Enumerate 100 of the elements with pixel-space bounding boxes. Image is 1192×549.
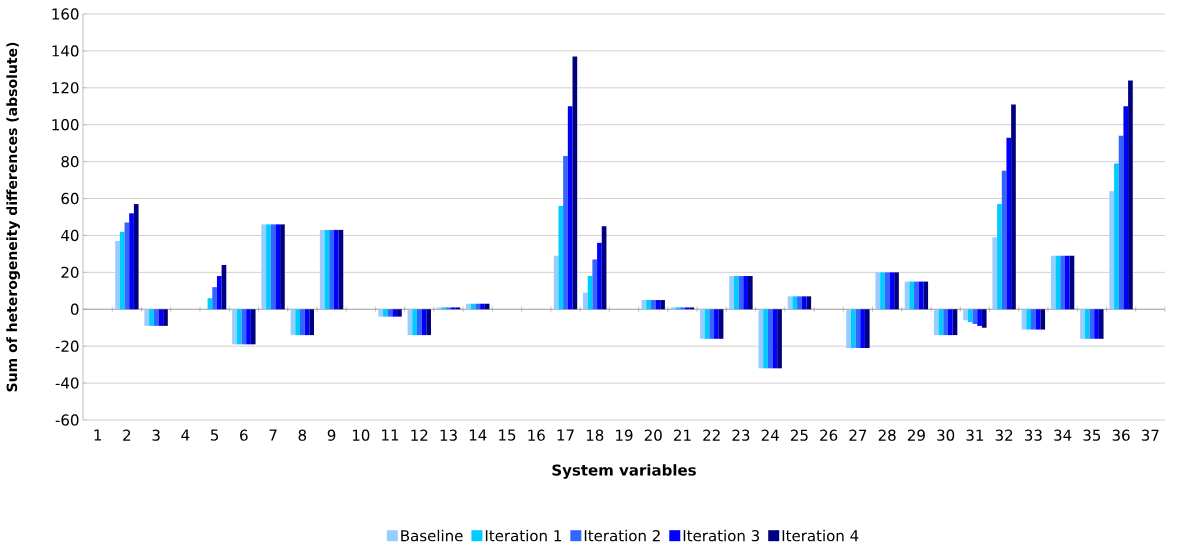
bar xyxy=(947,309,953,336)
x-tick-label: 23 xyxy=(732,429,750,441)
x-tick-label: 17 xyxy=(557,429,574,441)
bar xyxy=(129,213,134,310)
bar xyxy=(567,106,573,310)
bar xyxy=(646,300,651,310)
x-tick-label: 3 xyxy=(152,429,160,441)
legend-label: Iteration 1 xyxy=(485,529,561,542)
bar xyxy=(909,281,915,310)
y-tick-label: -20 xyxy=(55,340,79,352)
x-tick-label: 36 xyxy=(1112,429,1130,441)
x-tick-label: 29 xyxy=(907,429,925,441)
bar xyxy=(997,204,1002,310)
x-tick-label: 18 xyxy=(586,429,604,441)
bar xyxy=(850,309,856,349)
bar xyxy=(266,224,271,310)
y-tick-label: 40 xyxy=(61,229,79,242)
bar xyxy=(216,276,222,310)
bar xyxy=(275,224,281,310)
bar xyxy=(977,309,982,326)
x-tick-label: 37 xyxy=(1141,429,1159,441)
legend-label: Iteration 2 xyxy=(584,529,660,542)
bar xyxy=(1094,309,1099,339)
bar xyxy=(660,300,665,310)
bar xyxy=(119,231,125,310)
bar xyxy=(158,309,164,326)
bar xyxy=(412,309,417,336)
x-tick-label: 28 xyxy=(878,429,896,441)
bar xyxy=(378,309,384,317)
bar xyxy=(923,281,929,310)
bar xyxy=(592,259,598,310)
bar xyxy=(236,309,242,345)
bar xyxy=(709,309,715,339)
bar xyxy=(875,272,881,310)
bar xyxy=(309,309,315,336)
bar xyxy=(700,309,705,339)
x-tick-label: 4 xyxy=(181,429,190,441)
bar xyxy=(392,309,398,317)
y-tick-label: 100 xyxy=(52,119,79,131)
x-tick-label: 16 xyxy=(528,429,545,441)
bar xyxy=(383,309,388,317)
bar xyxy=(747,276,753,310)
bar xyxy=(1080,309,1085,339)
bar xyxy=(149,309,154,326)
bar xyxy=(777,309,782,369)
bar xyxy=(889,272,895,310)
bar xyxy=(963,309,968,321)
bar xyxy=(426,309,431,336)
y-axis-title: Sum of heterogeneity differences (absolute) xyxy=(6,42,20,392)
x-axis-title: System variables xyxy=(552,464,696,479)
bar xyxy=(475,303,481,310)
bar xyxy=(232,309,237,345)
y-tick-label: -40 xyxy=(55,377,79,389)
x-tick-label: 14 xyxy=(469,429,487,441)
bar xyxy=(880,272,885,310)
x-tick-label: 7 xyxy=(269,429,277,441)
bar xyxy=(144,309,150,326)
bar xyxy=(792,296,798,310)
x-tick-label: 26 xyxy=(820,429,838,441)
bar xyxy=(1064,255,1070,310)
x-tick-label: 5 xyxy=(210,429,219,441)
bar xyxy=(295,309,300,336)
y-tick-label: 160 xyxy=(52,8,79,20)
bar xyxy=(797,296,802,310)
bar xyxy=(280,224,285,310)
y-tick-label: -60 xyxy=(55,414,79,426)
legend-label: Baseline xyxy=(401,529,463,542)
bar xyxy=(1031,309,1036,330)
bar xyxy=(992,237,998,310)
bar xyxy=(1060,255,1065,310)
x-tick-label: 22 xyxy=(703,429,720,441)
x-tick-label: 19 xyxy=(616,429,633,441)
y-tick-label: 120 xyxy=(52,82,79,94)
bar xyxy=(480,303,485,310)
x-tick-label: 25 xyxy=(790,429,808,441)
x-tick-label: 24 xyxy=(761,429,779,441)
bar xyxy=(329,229,334,310)
x-tick-label: 10 xyxy=(352,429,370,441)
bar xyxy=(1098,309,1104,339)
bar xyxy=(466,303,471,310)
x-tick-label: 2 xyxy=(123,429,131,441)
bar xyxy=(714,309,719,339)
x-tick-label: 31 xyxy=(966,429,984,441)
bar xyxy=(1050,255,1056,310)
bar xyxy=(1006,137,1012,310)
bar xyxy=(1109,191,1115,310)
bar xyxy=(319,229,325,310)
bar xyxy=(1128,80,1133,310)
x-tick-label: 11 xyxy=(382,429,399,441)
bar xyxy=(250,309,256,345)
x-tick-label: 27 xyxy=(849,429,867,441)
x-tick-label: 8 xyxy=(298,429,307,441)
bar xyxy=(733,276,739,310)
x-tick-label: 1 xyxy=(94,429,102,441)
bar xyxy=(163,309,168,326)
bar xyxy=(397,309,402,317)
x-tick-label: 32 xyxy=(995,429,1013,441)
x-tick-label: 13 xyxy=(440,429,457,441)
bar xyxy=(563,156,568,310)
bar xyxy=(387,309,393,317)
